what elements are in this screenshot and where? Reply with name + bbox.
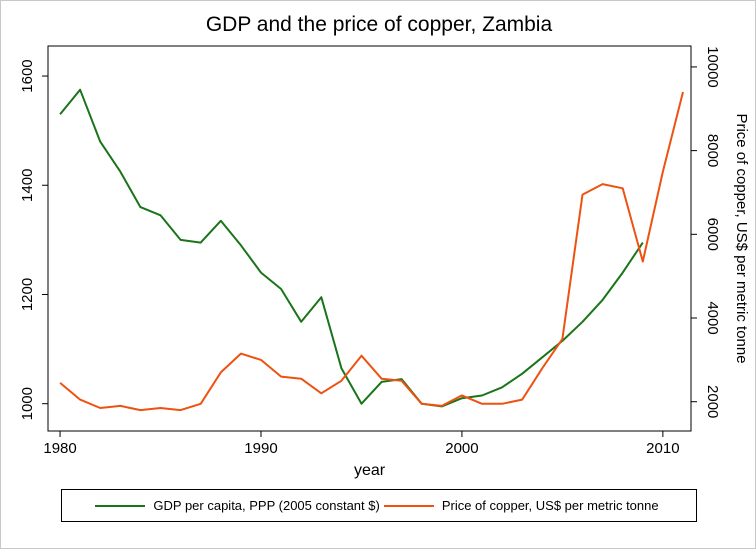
plot-border: [47, 45, 692, 432]
y-left-tick-label: 1000: [19, 387, 36, 420]
y-left-tick-label: 1200: [19, 278, 36, 311]
legend-label-copper: Price of copper, US$ per metric tonne: [441, 498, 659, 513]
y-right-tick-label: 2000: [704, 385, 721, 418]
y-left-tick-label: 1400: [19, 169, 36, 202]
series-line-1: [59, 91, 684, 412]
legend-line-sample-copper: [383, 504, 434, 507]
y-right-tick-label: 10000: [704, 46, 721, 88]
legend-label-gdp: GDP per capita, PPP (2005 constant $): [153, 498, 380, 513]
chart-legend: GDP per capita, PPP (2005 constant $) Pr…: [61, 489, 697, 522]
x-tick-label: 2010: [646, 440, 679, 457]
legend-item-gdp: GDP per capita, PPP (2005 constant $): [95, 498, 383, 513]
legend-line-sample-gdp: [95, 504, 146, 507]
y-left-tick-label: 1600: [19, 59, 36, 92]
x-tick-label: 1990: [244, 440, 277, 457]
series-line-0: [59, 88, 644, 408]
x-axis-title: year: [354, 462, 386, 479]
chart-title: GDP and the price of copper, Zambia: [205, 13, 553, 36]
right-axis-title: Price of copper, US$ per metric tonne: [733, 113, 750, 363]
y-right-tick-label: 4000: [704, 301, 721, 334]
y-right-tick-label: 6000: [704, 218, 721, 251]
x-tick-label: 2000: [445, 440, 478, 457]
x-tick-label: 1980: [43, 440, 76, 457]
y-right-tick-label: 8000: [704, 134, 721, 167]
legend-item-copper: Price of copper, US$ per metric tonne: [383, 498, 663, 513]
